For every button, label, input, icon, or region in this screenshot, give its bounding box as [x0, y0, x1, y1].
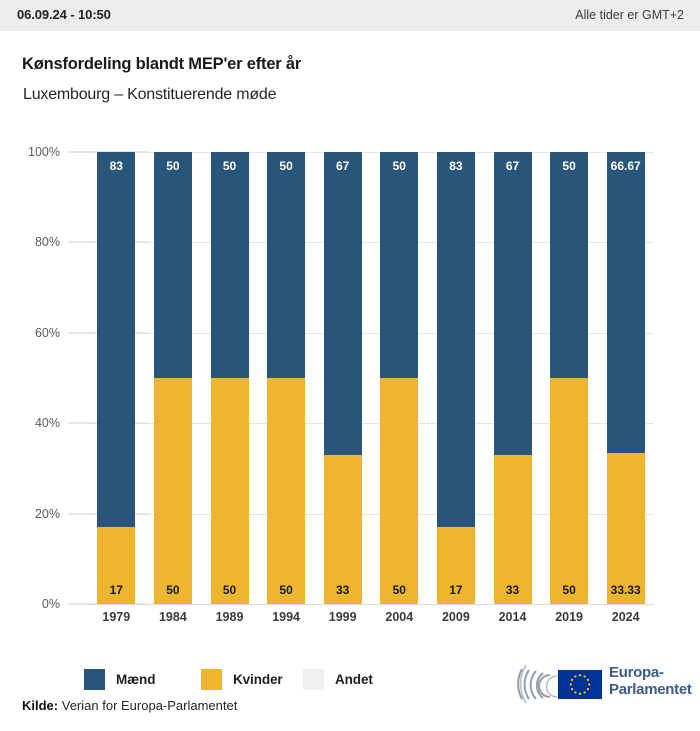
bar-segment-men[interactable]: 50: [267, 152, 306, 378]
x-axis-tick-label: 2019: [555, 610, 583, 624]
hemicycle-icon: [516, 662, 604, 704]
bar-column[interactable]: 17 83: [436, 152, 475, 604]
bar-value-label: 50: [279, 583, 293, 597]
bar-segment-women[interactable]: 50: [267, 378, 306, 604]
bar-value-label: 50: [392, 159, 406, 173]
timestamp-label: 06.09.24 - 10:50: [17, 7, 111, 22]
bar-segment-men[interactable]: 50: [550, 152, 589, 378]
bar-column[interactable]: 33.33 66.67: [606, 152, 645, 604]
gridline: [88, 332, 654, 334]
x-axis-tick-label: 1979: [102, 610, 131, 624]
bar-value-label: 50: [562, 159, 576, 173]
x-axis-tick-label: 2014: [498, 610, 527, 624]
x-axis-tick-label: 2004: [385, 610, 414, 624]
bar-column[interactable]: 33 67: [323, 152, 362, 604]
bar-value-label: 83: [109, 159, 123, 174]
bar-segment-men[interactable]: 67: [323, 152, 362, 455]
legend-label-men: Mænd: [116, 671, 156, 687]
legend-swatch-other: [303, 668, 324, 690]
y-axis-tick-label: 100%: [28, 145, 60, 159]
legend-swatch-women: [201, 668, 222, 690]
logo-text-line1: Europa-: [609, 664, 664, 681]
x-axis-tick-label: 2024: [611, 610, 640, 624]
bar-value-label: 33: [505, 583, 520, 597]
chart-plot-area: 17 83 50 50 50 50 50 50 33 67 50 50 17 83 33 67 50 50 33.3…: [88, 152, 654, 605]
bar-segment-women[interactable]: 33.33: [606, 453, 645, 604]
europarl-logo: Europa- Parlamentet: [516, 660, 692, 706]
bar-value-label: 50: [222, 583, 237, 597]
gridline: [88, 152, 654, 153]
x-axis-tick-label: 1989: [215, 610, 244, 624]
chart-bars: 17 83 50 50 50 50 50 50 33 67 50 50 17 83 33 67 50 50 33.3…: [88, 152, 654, 604]
logo-text-line2: Parlamentet: [609, 681, 692, 698]
bar-segment-women[interactable]: 50: [550, 378, 589, 604]
bar-value-label: 50: [562, 583, 576, 597]
bar-segment-women[interactable]: 50: [210, 378, 249, 604]
legend-item-men[interactable]: Mænd: [84, 668, 155, 690]
bar-value-label: 50: [279, 159, 293, 173]
bar-value-label: 50: [166, 583, 180, 597]
bar-segment-men[interactable]: 50: [210, 152, 249, 378]
gridline: [88, 423, 654, 425]
y-axis-tick-label: 0%: [41, 597, 60, 611]
bar-value-label: 66.67: [610, 159, 641, 174]
bar-segment-women[interactable]: 33: [493, 454, 532, 604]
bar-segment-women[interactable]: 33: [323, 454, 362, 604]
bar-value-label: 50: [166, 159, 180, 173]
gridline: [88, 513, 654, 515]
bar-column[interactable]: 50 50: [550, 152, 589, 604]
bar-value-label: 50: [222, 159, 237, 173]
legend-swatch-men: [84, 668, 105, 690]
bar-segment-women[interactable]: 50: [380, 378, 419, 604]
y-axis-tick-label: 40%: [34, 416, 60, 431]
legend-label-women: Kvinder: [233, 671, 283, 687]
source-note: Kilde: Verian for Europa-Parlamentet: [22, 698, 237, 713]
legend-item-other[interactable]: Andet: [303, 668, 373, 690]
bar-segment-men[interactable]: 50: [380, 152, 419, 378]
bar-value-label: 67: [505, 159, 520, 174]
timezone-label: Alle tider er GMT+2: [575, 8, 684, 22]
legend-item-women[interactable]: Kvinder: [201, 668, 283, 690]
page-title: Kønsfordeling blandt MEP'er efter år: [22, 55, 302, 73]
bar-value-label: 33.33: [610, 583, 641, 597]
bar-segment-women[interactable]: 17: [97, 527, 136, 604]
bar-column[interactable]: 33 67: [493, 152, 532, 604]
bar-segment-men[interactable]: 50: [153, 152, 192, 378]
source-text: Verian for Europa-Parlamentet: [61, 698, 238, 713]
legend-label-other: Andet: [335, 671, 373, 687]
gridline: [88, 604, 654, 605]
bar-value-label: 50: [392, 583, 406, 597]
bar-value-label: 83: [449, 159, 463, 174]
bar-value-label: 17: [109, 583, 123, 597]
x-axis-tick-label: 1984: [158, 610, 187, 624]
page-subtitle: Luxembourg – Konstituerende møde: [23, 86, 277, 103]
bar-segment-men[interactable]: 66.67: [606, 152, 645, 454]
bar-segment-women[interactable]: 17: [436, 527, 475, 604]
y-axis-tick-label: 80%: [34, 235, 60, 250]
source-label: Kilde:: [22, 698, 59, 713]
x-axis-labels: 1979 1984 1989 1994 1999 2004 2009 2014 2019 2024: [88, 610, 654, 630]
y-axis-tick-label: 60%: [34, 325, 60, 340]
bar-value-label: 67: [336, 159, 350, 174]
bar-column[interactable]: 50 50: [153, 152, 192, 604]
bar-value-label: 33: [336, 583, 350, 597]
top-status-bar: 06.09.24 - 10:50 Alle tider er GMT+2: [0, 0, 700, 31]
bar-value-label: 17: [449, 583, 463, 597]
bar-segment-women[interactable]: 50: [153, 378, 192, 604]
bar-column[interactable]: 50 50: [267, 152, 306, 604]
bar-column[interactable]: 50 50: [380, 152, 419, 604]
y-axis-tick-label: 20%: [34, 506, 60, 521]
bar-segment-men[interactable]: 83: [97, 152, 136, 528]
x-axis-tick-label: 2009: [441, 610, 470, 624]
x-axis-tick-label: 1999: [328, 610, 357, 624]
bar-segment-men[interactable]: 83: [436, 152, 475, 528]
y-axis-labels: 0% 20% 40% 60% 80% 100%: [0, 145, 148, 611]
gridline: [88, 242, 654, 244]
logo-text: Europa- Parlamentet: [609, 664, 692, 698]
bar-column[interactable]: 50 50: [210, 152, 249, 604]
x-axis-tick-label: 1994: [272, 610, 300, 624]
bar-segment-men[interactable]: 67: [493, 152, 532, 455]
bar-column[interactable]: 17 83: [97, 152, 136, 604]
